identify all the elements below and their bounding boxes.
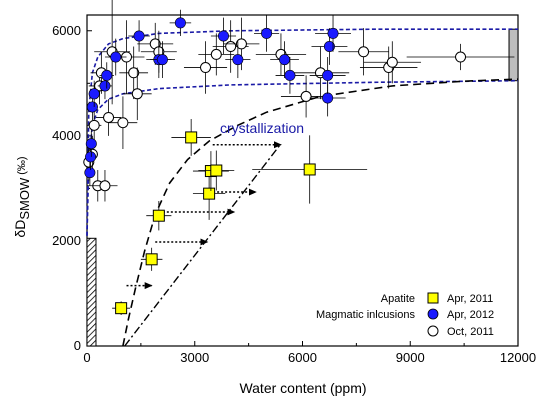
crystallization-label: crystallization [220,120,304,136]
y-axis-title-sub: SMOW [17,177,32,220]
data-point [152,209,165,222]
data-point [261,27,273,39]
legend-marker-oct-2011 [427,325,439,337]
series-apr-2012 [84,9,351,186]
data-point [128,67,140,79]
y-axis-title: δDSMOW (‰) [12,156,32,237]
data-point [235,38,247,50]
data-point [200,62,212,74]
y-tick-label-2: 4000 [52,128,81,143]
data-series [83,0,515,316]
data-point [225,41,237,53]
legend-group-apatite: Apatite [381,293,415,305]
x-tick-label-4: 12000 [500,350,536,365]
series-apr-2011 [112,119,368,316]
data-point [174,17,186,29]
y-axis-title-main: δD [12,220,28,238]
data-point [85,151,97,163]
data-point [232,54,244,66]
data-point [131,88,143,100]
crystallization-line-dashdot [124,143,282,347]
y-tick-label-3: 6000 [52,23,81,38]
legend-marker-apr-2012 [427,308,439,320]
data-point [210,164,223,177]
x-tick-label-0: 0 [83,350,90,365]
data-point [101,69,113,81]
x-tick-label-1: 3000 [180,350,209,365]
right-gray-bar [508,28,519,82]
data-point [203,187,216,200]
data-point [88,88,100,100]
data-point [145,253,158,266]
data-point [185,131,198,144]
data-point [99,80,111,92]
data-point [300,90,312,102]
series-oct-2011 [83,0,515,202]
data-point [84,167,96,179]
x-tick-label-2: 6000 [288,350,317,365]
data-point [115,302,128,315]
data-point [327,27,339,39]
model-curve-lower [86,79,519,236]
data-point [210,48,222,60]
data-point [117,117,129,129]
y-tick-label-0: 0 [74,338,81,353]
data-point [323,41,335,53]
data-point [156,54,168,66]
x-axis-title: Water content (ppm) [239,380,366,396]
left-hatched-bar [86,237,97,347]
y-tick-label-1: 2000 [52,233,81,248]
data-point [455,51,467,63]
plot-area: 0 3000 6000 9000 12000 0 2000 4000 6000 [52,0,536,365]
data-point [217,30,229,42]
data-point [99,180,111,192]
x-tick-label-3: 9000 [396,350,425,365]
data-point [358,46,370,58]
data-point [386,56,398,68]
y-axis-title-unit: (‰) [16,156,28,174]
data-point [88,119,100,131]
data-point [322,92,334,104]
data-point [303,163,316,176]
legend-entry-apr-2011: Apr, 2011 [447,293,493,305]
data-point [85,138,97,150]
data-point [284,69,296,81]
data-point [279,54,291,66]
legend-marker-apr-2011 [427,292,439,304]
data-point [322,69,334,81]
legend-group-inclusions: Magmatic inlcusions [316,309,416,321]
data-point [133,30,145,42]
legend: Apatite Magmatic inlcusions Apr, 2011 Ap… [316,292,494,338]
data-point [103,111,115,123]
legend-entry-apr-2012: Apr, 2012 [447,309,494,321]
y-axis: 0 2000 4000 6000 [52,23,92,353]
x-axis: 0 3000 6000 9000 12000 [83,341,536,365]
legend-entry-oct-2011: Oct, 2011 [447,326,494,338]
data-point [86,101,98,113]
crystallization-curve-dashed [122,78,519,347]
data-point [110,51,122,63]
crystallization-arrows [126,141,282,290]
